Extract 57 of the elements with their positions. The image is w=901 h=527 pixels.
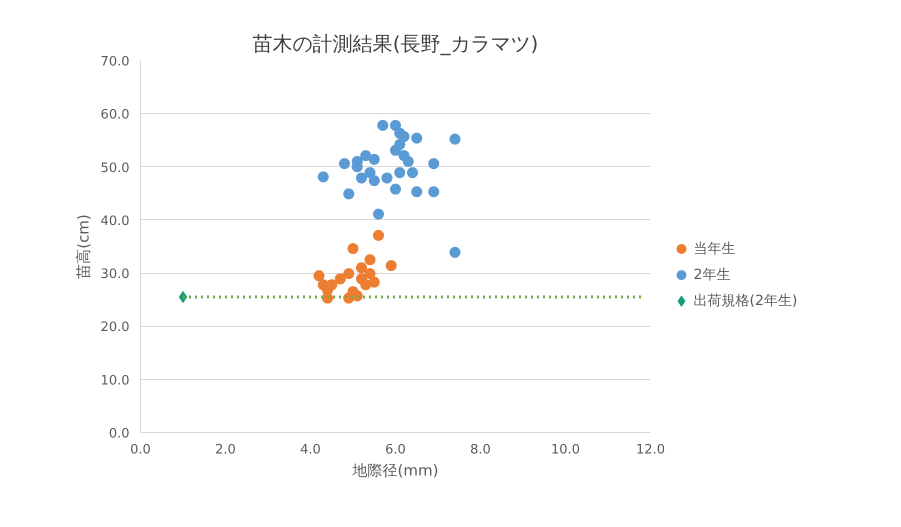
y-tick-label: 0.0 xyxy=(108,426,130,442)
point xyxy=(402,156,414,167)
point xyxy=(322,292,333,304)
y-tick-label: 30.0 xyxy=(100,267,130,282)
point xyxy=(339,158,350,170)
point xyxy=(356,262,367,274)
y-tick-label: 20.0 xyxy=(100,320,130,336)
point xyxy=(356,172,367,184)
x-tick-label: 6.0 xyxy=(385,442,406,458)
chart-title: 苗木の計測結果(長野_カラマツ) xyxy=(252,32,538,56)
legend-label: 出荷規格(2年生) xyxy=(694,293,798,310)
point xyxy=(318,279,329,290)
y-tick-label: 60.0 xyxy=(100,108,130,123)
y-tick-label: 70.0 xyxy=(100,54,130,70)
x-tick-label: 2.0 xyxy=(215,442,236,458)
point xyxy=(334,273,346,284)
point xyxy=(348,243,358,254)
point xyxy=(394,128,406,139)
x-axis-title: 地際径(mm) xyxy=(352,462,438,480)
point xyxy=(343,268,354,280)
y-tick-label: 10.0 xyxy=(100,373,130,388)
point xyxy=(450,134,460,145)
point xyxy=(368,276,380,288)
point xyxy=(382,172,392,184)
x-tick-label: 10.0 xyxy=(551,442,580,458)
point xyxy=(373,208,384,220)
point xyxy=(390,184,401,195)
point xyxy=(343,188,354,200)
y-axis-title: 苗高(cm) xyxy=(74,214,93,279)
point xyxy=(407,167,418,178)
legend-label: 当年生 xyxy=(694,240,736,257)
point xyxy=(314,270,324,282)
point xyxy=(411,186,422,198)
point xyxy=(390,120,401,131)
point xyxy=(373,230,384,241)
x-tick-label: 12.0 xyxy=(636,442,665,458)
x-tick-label: 4.0 xyxy=(300,442,321,458)
point xyxy=(356,273,367,284)
point xyxy=(428,186,440,198)
legend-label: 2年生 xyxy=(694,267,730,284)
y-tick-label: 50.0 xyxy=(100,160,130,176)
point xyxy=(394,138,406,150)
point xyxy=(368,154,380,165)
point xyxy=(364,254,376,266)
point xyxy=(360,150,372,162)
point xyxy=(377,120,388,131)
point xyxy=(394,167,406,178)
point xyxy=(450,246,460,258)
point xyxy=(428,158,440,170)
x-tick-label: 8.0 xyxy=(470,442,491,458)
y-tick-label: 40.0 xyxy=(100,214,130,229)
point xyxy=(318,171,329,182)
point xyxy=(411,132,422,144)
point xyxy=(386,260,397,272)
point xyxy=(364,268,376,280)
x-tick-label: 0.0 xyxy=(130,442,151,458)
point xyxy=(368,175,380,186)
